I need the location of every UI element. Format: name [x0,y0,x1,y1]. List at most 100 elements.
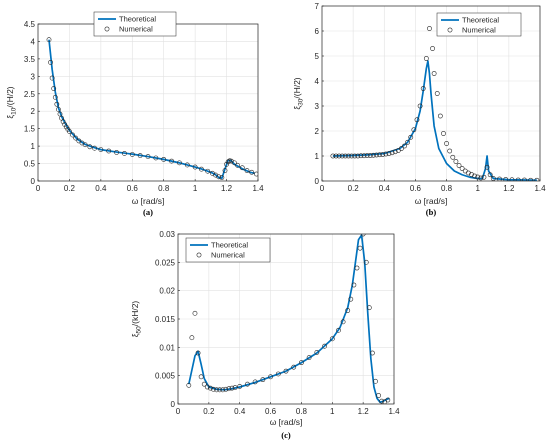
data-point-numerical [528,177,534,181]
data-point-numerical [469,172,474,177]
data-point-numerical [252,379,258,385]
data-point-numerical [385,397,391,403]
y-tick-label: 6 [315,27,320,36]
data-point-numerical [219,175,225,180]
x-tick-label: 1 [193,184,198,193]
data-point-numerical [275,371,281,377]
data-point-numerical [49,75,55,81]
x-axis-label: ω [rad/s] [132,196,165,206]
legend-marker-swatch [196,252,202,258]
x-tick-label: 0.8 [296,407,308,416]
y-tick-label: 5 [315,52,320,61]
data-point-numerical [447,148,453,154]
data-point-numerical [137,153,143,158]
y-tick-label: 0.02 [159,287,175,296]
data-point-numerical [475,174,481,180]
x-tick-label: 0.6 [410,184,422,193]
data-point-numerical [379,398,385,404]
data-point-numerical [417,103,423,109]
y-tick-label: 0.5 [24,160,36,169]
y-tick-label: 0.025 [155,258,176,267]
data-point-numerical [431,71,437,76]
data-point-numerical [67,129,72,134]
x-tick-label: 0.8 [158,184,170,193]
panel-c: 0 0.2 0.4 0.6 0.8 1 1.2 1.4 0 0.005 0.01 0.015 0.02 0… [130,230,400,440]
data-point-numerical [399,146,404,151]
y-tick-label: 0.015 [155,315,176,324]
data-point-numerical [114,149,119,155]
data-point-numerical [522,177,527,181]
data-layer [46,37,258,180]
y-tick-label: 3 [315,102,320,111]
data-point-numerical [453,159,459,164]
data-point-numerical [52,94,58,100]
x-tick-label: 0.2 [203,407,215,416]
data-point-numerical [56,107,61,112]
data-point-numerical [216,174,222,180]
legend-marker-swatch [104,26,110,32]
legend-label: Numerical [119,25,153,34]
data-point-numerical [153,155,159,161]
legend-label: Numerical [462,26,496,35]
data-point-numerical [333,153,339,159]
data-point-numerical [232,385,238,390]
y-tick-label: 7 [315,2,320,11]
data-point-numerical [211,386,216,392]
data-point-numerical [405,139,411,145]
data-point-numerical [389,150,395,156]
data-point-numerical [177,160,182,166]
data-point-numerical [145,154,151,159]
y-tick-label: 4.5 [24,20,36,29]
data-point-numerical [225,159,231,165]
data-point-numerical [54,101,60,107]
data-point-numerical [357,245,363,251]
data-point-numerical [441,131,446,136]
data-point-numerical [244,168,250,173]
data-point-numerical [437,113,443,119]
legend-box [93,11,177,37]
x-axis-label: ω [rad/s] [270,417,303,427]
data-point-numerical [383,151,389,157]
data-point-numerical [60,119,66,125]
y-axis-label: ξ50/(kH/2) [130,301,143,338]
axes-box [321,5,541,182]
data-point-numerical [348,296,354,302]
x-tick-label: 0.4 [95,184,107,193]
data-point-numerical [129,152,135,157]
x-tick-label: 0.8 [441,184,453,193]
data-point-numerical [361,153,367,159]
data-point-numerical [497,176,502,181]
y-tick-label: 4 [31,37,36,46]
data-point-numerical [374,152,379,158]
data-point-numerical [364,153,370,158]
data-point-numerical [351,282,357,288]
x-tick-label: 0 [176,407,181,416]
data-point-numerical [330,153,336,159]
y-tick-label: 2 [315,127,320,136]
data-point-numerical [189,335,195,341]
data-point-numerical [380,152,386,157]
data-point-numerical [237,384,243,389]
x-tick-label: 0.4 [379,184,391,193]
series-line-theoretical [332,60,537,181]
axes-box [177,233,395,405]
data-point-numerical [352,153,358,159]
y-tick-label: 1 [315,152,320,161]
panel-caption: (a) [143,207,153,217]
data-point-numerical [472,173,477,179]
x-tick-label: 0.4 [234,407,246,416]
data-point-numerical [373,378,378,384]
panel-a: 0 0.2 0.4 0.6 0.8 1 1.2 1.4 0 0.5 1 1.5 2 2.5 3 3.5 4 4.5… [5,11,264,217]
data-point-numerical [358,153,364,159]
data-point-numerical [336,327,341,333]
data-point-numerical [106,148,112,154]
data-point-numerical [342,153,348,159]
data-point-numerical [314,350,320,355]
x-tick-label: 0.6 [127,184,139,193]
data-point-numerical [92,145,97,151]
data-point-numerical [63,124,69,130]
data-point-numerical [57,111,63,117]
